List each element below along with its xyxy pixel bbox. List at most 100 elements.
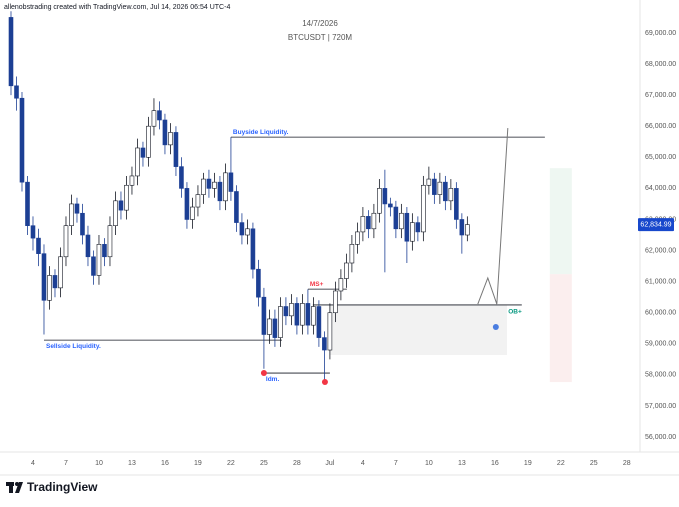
x-tick-label: Jul <box>325 460 334 467</box>
candle-body <box>168 132 173 146</box>
candle-body <box>294 303 300 326</box>
x-tick-label: 16 <box>491 460 499 467</box>
candle-body <box>151 110 157 127</box>
candle-body <box>80 212 85 236</box>
projection-line <box>477 128 509 305</box>
candle-body <box>421 184 426 233</box>
x-tick-label: 7 <box>64 460 68 467</box>
candle-body <box>30 225 36 239</box>
candle-body <box>432 178 437 195</box>
candle-body <box>135 147 140 177</box>
y-tick-label: 66,000.00 <box>645 123 676 130</box>
candle-body <box>278 306 283 338</box>
candle-body <box>47 275 52 301</box>
candle-body <box>393 206 399 230</box>
candle-body <box>289 303 294 317</box>
candle-body <box>69 203 74 226</box>
y-tick-label: 65,000.00 <box>645 154 676 161</box>
candle-body <box>63 225 69 258</box>
candle-body <box>107 225 113 258</box>
y-tick-label: 59,000.00 <box>645 341 676 348</box>
candle-body <box>415 222 421 233</box>
candle-body <box>311 306 316 326</box>
candle-body <box>404 212 410 242</box>
level-label: Sellside Liquidity. <box>46 343 101 350</box>
candle-body <box>261 296 267 335</box>
x-tick-label: 25 <box>590 460 598 467</box>
zone <box>549 168 572 275</box>
x-tick-label: 7 <box>394 460 398 467</box>
candle-body <box>344 262 349 279</box>
candle-body <box>250 228 256 270</box>
candle-body <box>267 318 272 335</box>
candle-body <box>338 278 344 292</box>
x-tick-label: 28 <box>623 460 631 467</box>
x-tick-label: 19 <box>194 460 202 467</box>
candle-body <box>272 318 278 338</box>
x-tick-label: 22 <box>227 460 235 467</box>
candle-body <box>234 191 239 223</box>
candle-body <box>179 166 184 189</box>
candle-body <box>113 200 118 226</box>
marker <box>260 370 267 377</box>
level-label: MS+ <box>310 281 324 288</box>
candle-body <box>74 203 80 214</box>
candle-body <box>322 337 327 351</box>
candle-body <box>212 181 217 189</box>
candle-body <box>316 306 322 338</box>
candle-body <box>85 234 91 258</box>
candle-body <box>349 244 355 264</box>
zone <box>549 274 572 383</box>
level-label: OB+ <box>508 309 522 316</box>
candle-body <box>377 188 382 214</box>
x-tick-label: 25 <box>260 460 268 467</box>
candle-body <box>245 228 250 236</box>
candle-body <box>91 256 96 276</box>
candle-body <box>102 244 107 258</box>
candle-body <box>19 97 25 183</box>
x-tick-label: 28 <box>293 460 301 467</box>
x-tick-label: 4 <box>31 460 35 467</box>
zone <box>329 304 507 356</box>
candle-body <box>437 181 443 195</box>
candle-body <box>283 306 289 317</box>
candle-body <box>366 216 371 230</box>
candle-body <box>333 290 338 314</box>
footer-brand: TradingView <box>27 480 98 494</box>
candle-body <box>228 172 234 192</box>
y-tick-label: 57,000.00 <box>645 403 676 410</box>
candle-body <box>459 219 465 236</box>
y-tick-label: 64,000.00 <box>645 185 676 192</box>
candle-body <box>25 181 30 226</box>
candle-body <box>443 181 448 202</box>
candle-body <box>300 303 305 326</box>
candle-body <box>118 200 124 211</box>
candle-body <box>201 178 206 195</box>
level-label: Idm. <box>266 376 280 383</box>
candle-body <box>305 303 311 326</box>
candle-body <box>465 224 470 236</box>
marker <box>321 379 328 386</box>
y-tick-label: 56,000.00 <box>645 434 676 441</box>
candle-body <box>173 132 179 167</box>
candle-body <box>58 256 63 289</box>
candle-body <box>146 125 151 158</box>
x-tick-label: 19 <box>524 460 532 467</box>
candle-body <box>448 188 454 202</box>
candle-body <box>96 244 102 276</box>
candle-body <box>52 275 58 289</box>
x-tick-label: 22 <box>557 460 565 467</box>
candle-body <box>190 206 195 220</box>
marker <box>492 324 499 331</box>
y-tick-label: 67,000.00 <box>645 92 676 99</box>
candle-body <box>382 188 388 205</box>
candle-body <box>217 181 223 202</box>
candle-body <box>157 110 162 121</box>
candle-body <box>8 17 14 87</box>
candle-body <box>371 212 377 230</box>
x-tick-label: 10 <box>425 460 433 467</box>
y-tick-label: 68,000.00 <box>645 61 676 68</box>
candle-body <box>360 216 366 233</box>
